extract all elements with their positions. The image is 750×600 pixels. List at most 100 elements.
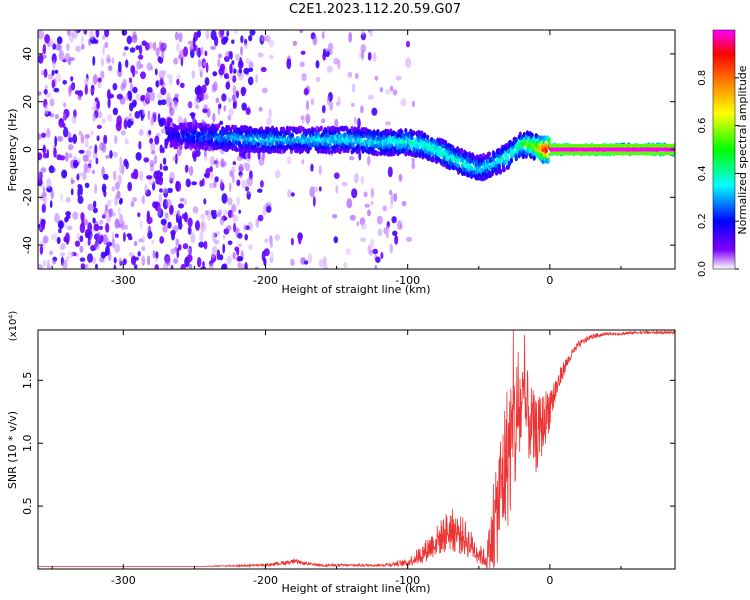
noise-blob <box>218 103 222 109</box>
noise-blob <box>334 118 339 129</box>
noise-blob <box>43 89 48 95</box>
noise-blob <box>299 61 305 68</box>
noise-blob <box>108 208 112 218</box>
noise-blob <box>41 203 46 213</box>
noise-blob <box>204 50 208 57</box>
noise-blob <box>44 34 50 44</box>
noise-blob <box>258 106 263 112</box>
x-tick-label: 0 <box>546 574 553 587</box>
noise-blob <box>93 223 100 232</box>
noise-blob <box>268 54 274 60</box>
noise-blob <box>223 105 227 112</box>
noise-blob <box>154 135 160 145</box>
noise-blob <box>240 46 243 56</box>
noise-blob <box>233 222 236 233</box>
noise-blob <box>48 165 55 174</box>
noise-blob <box>108 65 113 72</box>
ridge-cell <box>278 130 282 137</box>
noise-blob <box>169 101 173 112</box>
noise-blob <box>392 89 398 96</box>
noise-blob <box>203 149 207 157</box>
noise-blob <box>124 138 129 145</box>
noise-blob <box>119 156 123 166</box>
ridge-cell <box>509 157 513 163</box>
noise-blob <box>105 237 110 244</box>
ridge-cell <box>431 157 435 163</box>
noise-blob <box>208 182 215 189</box>
noise-blob <box>351 102 355 108</box>
noise-blob <box>254 266 259 269</box>
noise-blob <box>90 87 95 94</box>
ridge-cell <box>290 132 294 139</box>
noise-blob <box>148 217 153 224</box>
ridge-cell <box>327 149 331 155</box>
noise-blob <box>215 97 220 104</box>
noise-blob <box>54 213 60 224</box>
noise-blob <box>326 65 333 73</box>
noise-blob <box>222 234 226 240</box>
noise-blob <box>310 98 315 106</box>
noise-blob <box>134 111 141 119</box>
noise-blob <box>184 164 189 173</box>
ridge-cell <box>192 139 196 145</box>
noise-blob <box>113 264 117 269</box>
x-tick-label: -200 <box>253 574 278 587</box>
ridge-cell <box>179 144 183 150</box>
noise-blob <box>98 257 105 263</box>
noise-blob <box>245 107 251 116</box>
noise-blob <box>248 34 253 42</box>
noise-blob <box>95 263 98 269</box>
noise-blob <box>137 54 144 60</box>
noise-blob <box>80 134 85 144</box>
noise-blob <box>55 73 62 83</box>
noise-blob <box>186 254 193 263</box>
noise-blob <box>363 191 368 198</box>
noise-blob <box>180 57 184 67</box>
noise-blob <box>112 83 118 91</box>
noise-blob <box>105 222 110 233</box>
noise-blob <box>72 211 79 220</box>
noise-blob <box>92 217 96 224</box>
noise-blob <box>149 91 155 102</box>
noise-blob <box>146 175 153 180</box>
noise-blob <box>286 156 292 165</box>
noise-blob <box>73 159 78 169</box>
noise-blob <box>124 116 130 121</box>
noise-blob <box>187 40 194 45</box>
noise-blob <box>243 43 249 50</box>
noise-blob <box>212 209 217 214</box>
noise-blob <box>116 93 123 100</box>
noise-blob <box>57 135 64 142</box>
noise-blob <box>96 100 100 110</box>
noise-blob <box>232 75 237 83</box>
y-tick-label: 1.0 <box>21 434 34 452</box>
noise-blob <box>245 57 251 65</box>
noise-blob <box>209 156 215 167</box>
noise-blob <box>238 209 241 214</box>
noise-blob <box>91 257 97 264</box>
noise-blob <box>240 86 246 97</box>
noise-blob <box>91 228 95 233</box>
noise-blob <box>178 220 183 230</box>
noise-blob <box>84 182 90 188</box>
y-tick-label: 20 <box>21 95 34 109</box>
noise-blob <box>237 60 244 69</box>
noise-blob <box>104 251 108 256</box>
noise-blob <box>209 262 214 269</box>
noise-blob <box>46 177 52 189</box>
noise-blob <box>104 41 109 49</box>
ridge-cell <box>404 128 408 134</box>
noise-blob <box>143 157 150 163</box>
noise-blob <box>132 197 138 202</box>
noise-blob <box>133 240 138 247</box>
noise-blob <box>165 256 171 267</box>
noise-blob <box>274 169 281 179</box>
noise-blob <box>247 152 251 159</box>
noise-blob <box>100 57 105 67</box>
noise-blob <box>322 52 327 61</box>
noise-blob <box>312 186 319 193</box>
noise-blob <box>212 112 216 123</box>
noise-blob <box>347 71 353 78</box>
noise-blob <box>230 51 233 60</box>
noise-blob <box>128 91 133 102</box>
